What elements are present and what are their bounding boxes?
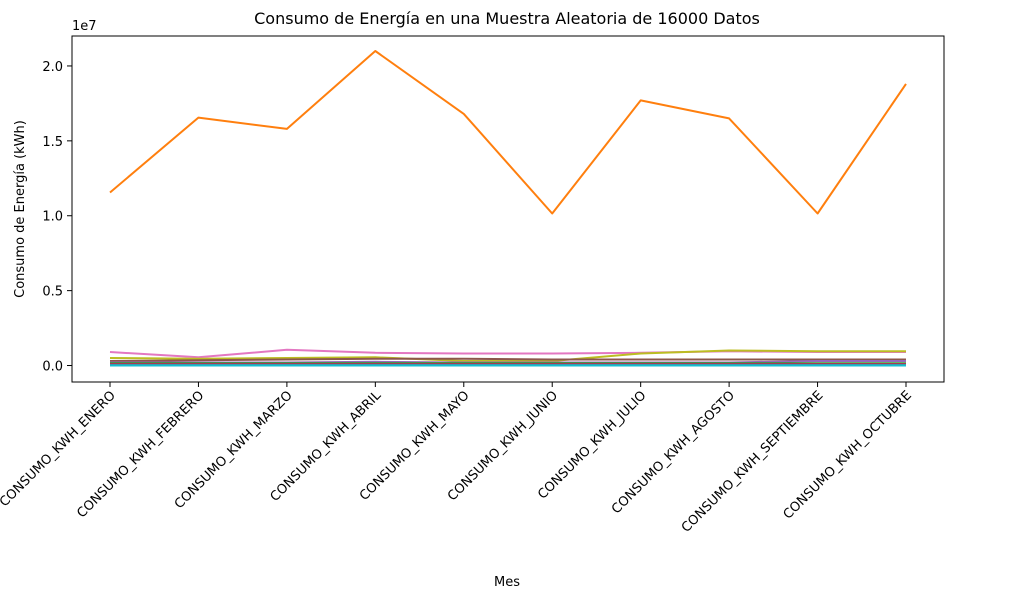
y-tick-label: 0.5 — [42, 285, 63, 300]
series-line-0 — [109, 50, 907, 215]
x-tick-label: CONSUMO_KWH_SEPTIEMBRE — [679, 388, 827, 536]
y-axis-label: Consumo de Energía (kWh) — [13, 120, 28, 298]
x-axis: CONSUMO_KWH_ENEROCONSUMO_KWH_FEBREROCONS… — [0, 382, 915, 536]
y-axis-multiplier: 1e7 — [72, 19, 97, 34]
series-line-3 — [109, 357, 906, 362]
chart-title: Consumo de Energía en una Muestra Aleato… — [254, 9, 760, 28]
x-axis-label: Mes — [494, 575, 520, 590]
y-tick-label: 1.0 — [42, 210, 63, 225]
y-tick-label: 0.0 — [42, 360, 63, 375]
y-tick-label: 2.0 — [42, 60, 63, 75]
series-layer — [109, 50, 907, 367]
plot-frame — [71, 35, 945, 383]
series-line-2 — [109, 349, 906, 362]
y-axis: 0.0 0.5 1.0 1.5 2.0 — [42, 60, 72, 375]
y-tick-label: 1.5 — [42, 135, 63, 150]
